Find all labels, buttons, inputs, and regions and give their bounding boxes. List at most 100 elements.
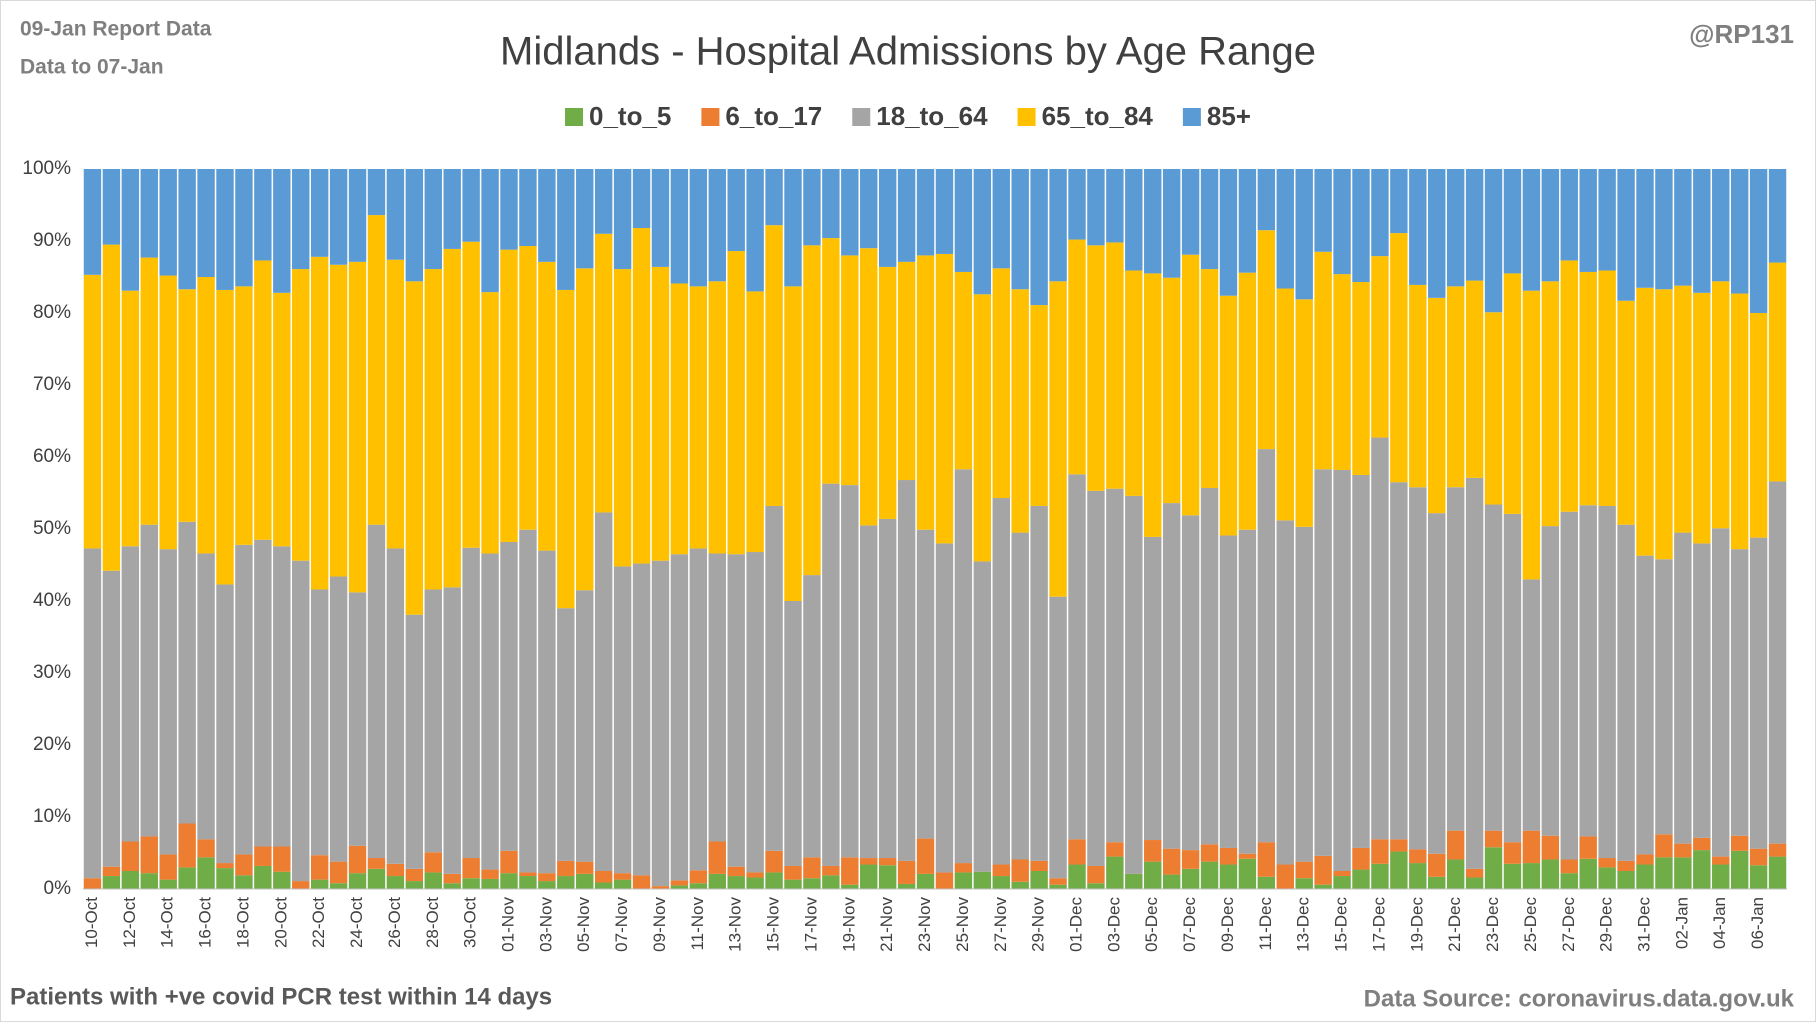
x-tick-label: 31-Dec bbox=[1634, 897, 1653, 952]
bar-segment bbox=[1446, 830, 1465, 860]
bar-segment bbox=[1049, 281, 1067, 597]
bar-segment bbox=[273, 846, 291, 872]
bar-segment bbox=[1371, 437, 1389, 840]
bar-segment bbox=[576, 873, 594, 889]
bar-segment bbox=[1579, 505, 1597, 837]
bar-segment bbox=[1409, 849, 1427, 864]
x-tick-label: 21-Nov bbox=[877, 897, 896, 952]
bar-segment bbox=[310, 589, 329, 856]
y-tick-label: 30% bbox=[33, 662, 71, 683]
bar-segment bbox=[405, 281, 424, 615]
bar-segment bbox=[1106, 169, 1124, 243]
bar-segment bbox=[367, 524, 386, 859]
bar-segment bbox=[1446, 859, 1465, 889]
bar-segment bbox=[1579, 169, 1597, 272]
bar-segment bbox=[1598, 270, 1616, 506]
bar-segment bbox=[1560, 873, 1578, 889]
bar-segment bbox=[1371, 863, 1389, 889]
bar-segment bbox=[1712, 281, 1730, 529]
bar-segment bbox=[1125, 169, 1143, 271]
bar-segment bbox=[83, 169, 102, 275]
bar-segment bbox=[1068, 239, 1086, 475]
bar-segment bbox=[689, 870, 708, 884]
bar-segment bbox=[1238, 272, 1257, 530]
bar-segment bbox=[1484, 504, 1503, 831]
bar-segment bbox=[973, 169, 992, 295]
bar-segment bbox=[803, 857, 821, 879]
report-note: 09-Jan Report Data bbox=[20, 18, 212, 41]
bar-segment bbox=[916, 255, 935, 530]
bar-segment bbox=[727, 554, 745, 867]
bar-segment bbox=[519, 529, 537, 873]
bar-segment bbox=[1693, 292, 1711, 544]
legend-label: 85+ bbox=[1207, 101, 1251, 131]
bar-segment bbox=[159, 879, 177, 889]
x-tick-label: 22-Oct bbox=[309, 897, 328, 948]
bar-segment bbox=[348, 592, 367, 846]
bar-segment bbox=[178, 867, 196, 889]
bar-segment bbox=[973, 871, 992, 889]
bar-segment bbox=[1333, 876, 1351, 889]
bar-segment bbox=[1106, 842, 1124, 857]
bar-segment bbox=[1484, 169, 1503, 313]
bar-segment bbox=[1617, 300, 1635, 525]
bar-segment bbox=[216, 868, 234, 889]
bar-segment bbox=[1693, 837, 1711, 851]
bar-segment bbox=[1087, 865, 1105, 884]
bar-segment bbox=[992, 876, 1010, 889]
bar-segment bbox=[1749, 537, 1768, 849]
bar-segment bbox=[159, 549, 177, 855]
bar-segment bbox=[1181, 515, 1200, 851]
bar-segment bbox=[632, 228, 651, 564]
bar-segment bbox=[1049, 884, 1067, 889]
bar-segment bbox=[576, 861, 594, 874]
bar-segment bbox=[1730, 850, 1749, 889]
x-tick-label: 27-Nov bbox=[991, 897, 1010, 952]
bar-segment bbox=[1579, 271, 1597, 506]
bar-segment bbox=[784, 865, 802, 880]
bar-segment bbox=[254, 865, 272, 889]
bar-segment bbox=[954, 271, 973, 470]
bar-segment bbox=[897, 860, 916, 884]
x-tick-label: 06-Jan bbox=[1748, 897, 1767, 949]
bar-segment bbox=[140, 257, 158, 525]
bar-segment bbox=[254, 260, 272, 540]
x-tick-label: 15-Nov bbox=[764, 897, 783, 952]
bar-segment bbox=[102, 244, 121, 571]
bar-segment bbox=[1730, 169, 1749, 294]
bar-segment bbox=[1087, 245, 1105, 491]
bar-segment bbox=[1617, 524, 1635, 861]
bar-segment bbox=[1257, 449, 1276, 843]
bar-segment bbox=[878, 858, 897, 866]
bar-segment bbox=[1522, 579, 1541, 831]
y-tick-label: 10% bbox=[33, 806, 71, 827]
bar-segment bbox=[1030, 505, 1048, 861]
bar-segment bbox=[1768, 481, 1787, 844]
bar-segment bbox=[1314, 469, 1332, 856]
bar-segment bbox=[310, 879, 329, 889]
bar-segment bbox=[651, 266, 670, 561]
bar-segment bbox=[1712, 864, 1730, 889]
bar-segment bbox=[538, 261, 556, 551]
bar-segment bbox=[367, 868, 386, 889]
bar-segment bbox=[1106, 242, 1124, 489]
bar-segment bbox=[1655, 289, 1673, 560]
bar-segment bbox=[1428, 513, 1446, 854]
bar-segment bbox=[1181, 868, 1200, 889]
bar-segment bbox=[178, 823, 196, 868]
bar-segment bbox=[1598, 867, 1616, 889]
bar-segment bbox=[651, 169, 670, 267]
bar-segment bbox=[1295, 169, 1313, 300]
bar-segment bbox=[1011, 532, 1029, 860]
legend-swatch bbox=[1182, 108, 1201, 126]
bar-segment bbox=[1314, 855, 1332, 885]
bar-segment bbox=[1295, 878, 1313, 889]
bar-segment bbox=[1428, 297, 1446, 514]
x-tick-label: 13-Nov bbox=[726, 897, 745, 952]
bar-segment bbox=[424, 852, 442, 873]
bar-segment bbox=[481, 169, 499, 293]
bar-segment bbox=[443, 587, 461, 874]
bar-segment bbox=[992, 498, 1010, 865]
bar-segment bbox=[121, 546, 140, 842]
bar-segment bbox=[1465, 169, 1484, 281]
